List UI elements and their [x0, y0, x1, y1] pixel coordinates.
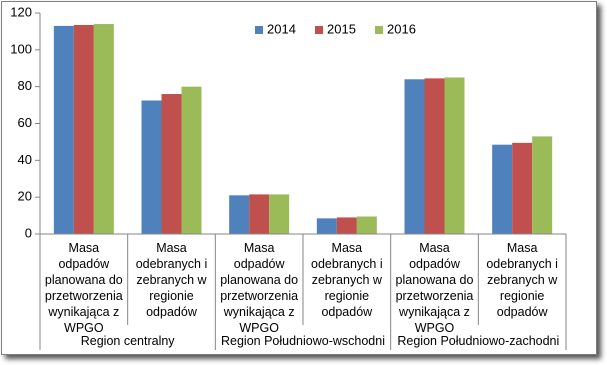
bar [249, 194, 270, 234]
y-tick-label: 20 [18, 189, 32, 204]
x-tick-label: Masa odebranych i zebranych w regionie o… [135, 241, 208, 319]
legend-label: 2015 [327, 21, 356, 36]
x-tick-label: Masa odpadów planowana do przetworzenia … [220, 241, 299, 335]
bar [181, 86, 202, 235]
bar [269, 194, 290, 234]
legend-label: 2014 [267, 21, 296, 36]
y-tick-label: 60 [18, 115, 32, 130]
x-tick-label: Masa odebranych i zebranych w regionie o… [311, 241, 383, 319]
bar [424, 78, 445, 234]
legend-label: 2016 [387, 21, 416, 36]
group-label: Region Południowo-wschodni [220, 334, 385, 348]
group-label: Region centralny [80, 334, 175, 348]
legend-swatch [255, 26, 263, 34]
bar [53, 25, 74, 235]
legend-swatch [315, 26, 323, 34]
bar [444, 77, 465, 234]
y-tick-label: 120 [10, 4, 32, 19]
y-tick-label: 100 [10, 41, 32, 56]
bar [229, 195, 250, 234]
x-tick-label: Masa odpadów planowana do przetworzenia … [44, 241, 123, 335]
y-tick-label: 80 [18, 78, 32, 93]
bar [316, 218, 337, 234]
bar [161, 94, 182, 235]
bar [404, 79, 425, 234]
x-tick-label: Masa odpadów planowana do przetworzenia … [395, 241, 474, 335]
legend-swatch [375, 26, 383, 34]
bar [492, 144, 513, 234]
bar [93, 24, 114, 234]
y-tick-label: 0 [25, 225, 32, 240]
y-tick-label: 40 [18, 152, 32, 167]
bar [141, 100, 162, 235]
bar [73, 24, 94, 235]
bar [532, 136, 553, 234]
group-label: Region Południowo-zachodni [397, 334, 560, 348]
bar [356, 216, 377, 234]
bar [336, 217, 357, 234]
x-tick-label: Masa odebranych i zebranych w regionie o… [486, 241, 558, 319]
bar [512, 142, 533, 234]
